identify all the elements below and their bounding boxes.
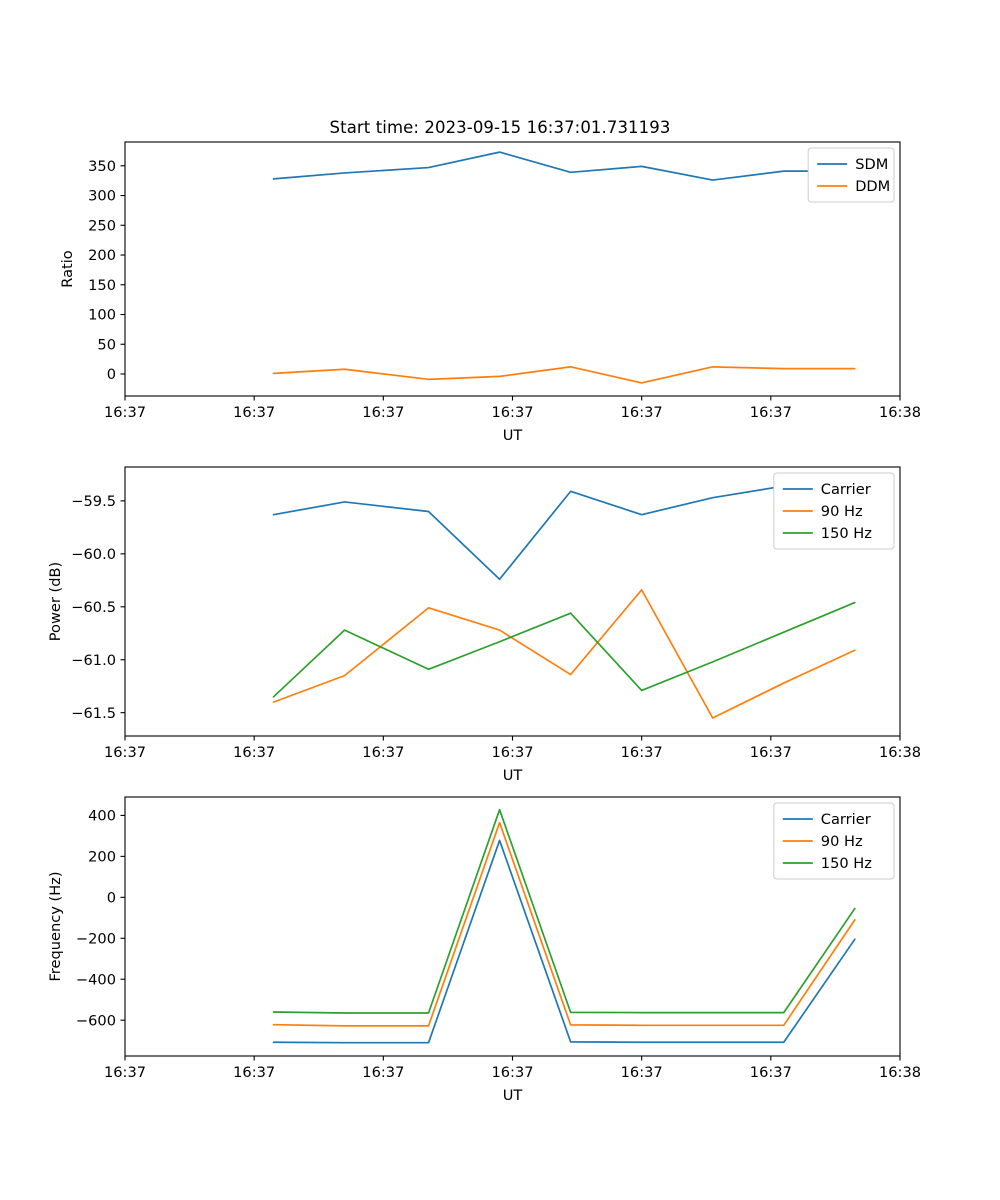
panel-ratio-canvas: 16:37 16:37 16:37 16:37 16:37 16:37 16:38 0 50 10… (59, 141, 921, 444)
subplot-ratio: 16:37 16:37 16:37 16:37 16:37 16:37 16:38 0 50 10… (0, 130, 1000, 460)
series-line-150-hz (272, 808, 856, 1014)
y-tick-label: 0 (107, 366, 116, 383)
legend-label-ddm: DDM (855, 178, 890, 195)
legend-label-carrier: Carrier (821, 811, 871, 828)
subplot-frequency: 16:37 16:37 16:37 16:37 16:37 16:37 16:38 −600 −… (0, 785, 1000, 1115)
x-axis-label: UT (503, 767, 523, 784)
y-tick-label: 150 (88, 277, 116, 294)
legend-box (773, 802, 895, 880)
y-tick-label: −61.5 (71, 705, 116, 722)
y-tick-label: 200 (88, 247, 116, 264)
x-tick-label: 16:37 (362, 744, 404, 761)
series-line-90-hz (272, 821, 856, 1027)
y-tick-label: −60.0 (71, 546, 116, 563)
legend-box (773, 472, 895, 550)
y-axis-label: Frequency (Hz) (47, 871, 64, 981)
panel-frequency-canvas: 16:37 16:37 16:37 16:37 16:37 16:37 16:38 −600 −… (47, 796, 921, 1104)
x-tick-label: 16:37 (104, 404, 146, 421)
y-tick-label: −59.5 (71, 493, 116, 510)
x-tick-label: 16:37 (491, 1064, 533, 1081)
x-tick-label: 16:37 (750, 744, 792, 761)
x-tick-label: 16:37 (233, 404, 275, 421)
legend-label-150-hz: 150 Hz (821, 525, 872, 542)
x-tick-label: 16:37 (491, 404, 533, 421)
series-line-carrier (272, 477, 856, 581)
y-tick-label: 0 (107, 890, 116, 907)
legend-label-90-hz: 90 Hz (821, 833, 863, 850)
series-line-sdm (272, 151, 856, 181)
y-tick-label: −60.5 (71, 599, 116, 616)
y-tick-label: 350 (88, 158, 116, 175)
x-tick-label: 16:37 (621, 744, 663, 761)
x-tick-label: 16:37 (233, 744, 275, 761)
x-tick-label: 16:37 (362, 404, 404, 421)
y-tick-label: −600 (76, 1012, 116, 1029)
y-tick-label: 200 (88, 849, 116, 866)
subplot-power: 16:37 16:37 16:37 16:37 16:37 16:37 16:38 −59.5… (0, 455, 1000, 785)
y-tick-label: 300 (88, 188, 116, 205)
x-tick-label: 16:37 (104, 744, 146, 761)
y-tick-label: −400 (76, 971, 116, 988)
legend-label-90-hz: 90 Hz (821, 503, 863, 520)
y-tick-label: 50 (97, 336, 116, 353)
x-tick-label: 16:37 (621, 404, 663, 421)
x-tick-label: 16:38 (879, 744, 921, 761)
legend-label-150-hz: 150 Hz (821, 855, 872, 872)
x-tick-label: 16:37 (362, 1064, 404, 1081)
legend-label-sdm: SDM (855, 156, 888, 173)
series-line-90-hz (272, 589, 856, 719)
series-line-150-hz (272, 601, 856, 698)
x-axis-label: UT (503, 427, 523, 444)
figure-title: Start time: 2023-09-15 16:37:01.731193 (329, 118, 671, 137)
axes-frame (124, 141, 901, 397)
x-axis-label: UT (503, 1087, 523, 1104)
x-tick-label: 16:37 (621, 1064, 663, 1081)
y-tick-label: 250 (88, 217, 116, 234)
x-tick-label: 16:38 (879, 404, 921, 421)
y-tick-label: 100 (88, 307, 116, 324)
y-tick-label: −200 (76, 930, 116, 947)
y-axis-label: Ratio (59, 250, 76, 288)
y-tick-label: 400 (88, 808, 116, 825)
x-tick-label: 16:37 (491, 744, 533, 761)
series-line-carrier (272, 839, 856, 1044)
y-axis-label: Power (dB) (47, 562, 64, 641)
panel-power-canvas: 16:37 16:37 16:37 16:37 16:37 16:37 16:38 −59.5… (47, 466, 921, 784)
x-tick-label: 16:37 (750, 404, 792, 421)
y-tick-label: −61.0 (71, 652, 116, 669)
x-tick-label: 16:37 (750, 1064, 792, 1081)
legend-box (807, 147, 895, 203)
series-line-ddm (272, 366, 856, 384)
x-tick-label: 16:37 (104, 1064, 146, 1081)
x-tick-label: 16:38 (879, 1064, 921, 1081)
legend-label-carrier: Carrier (821, 481, 871, 498)
x-tick-label: 16:37 (233, 1064, 275, 1081)
